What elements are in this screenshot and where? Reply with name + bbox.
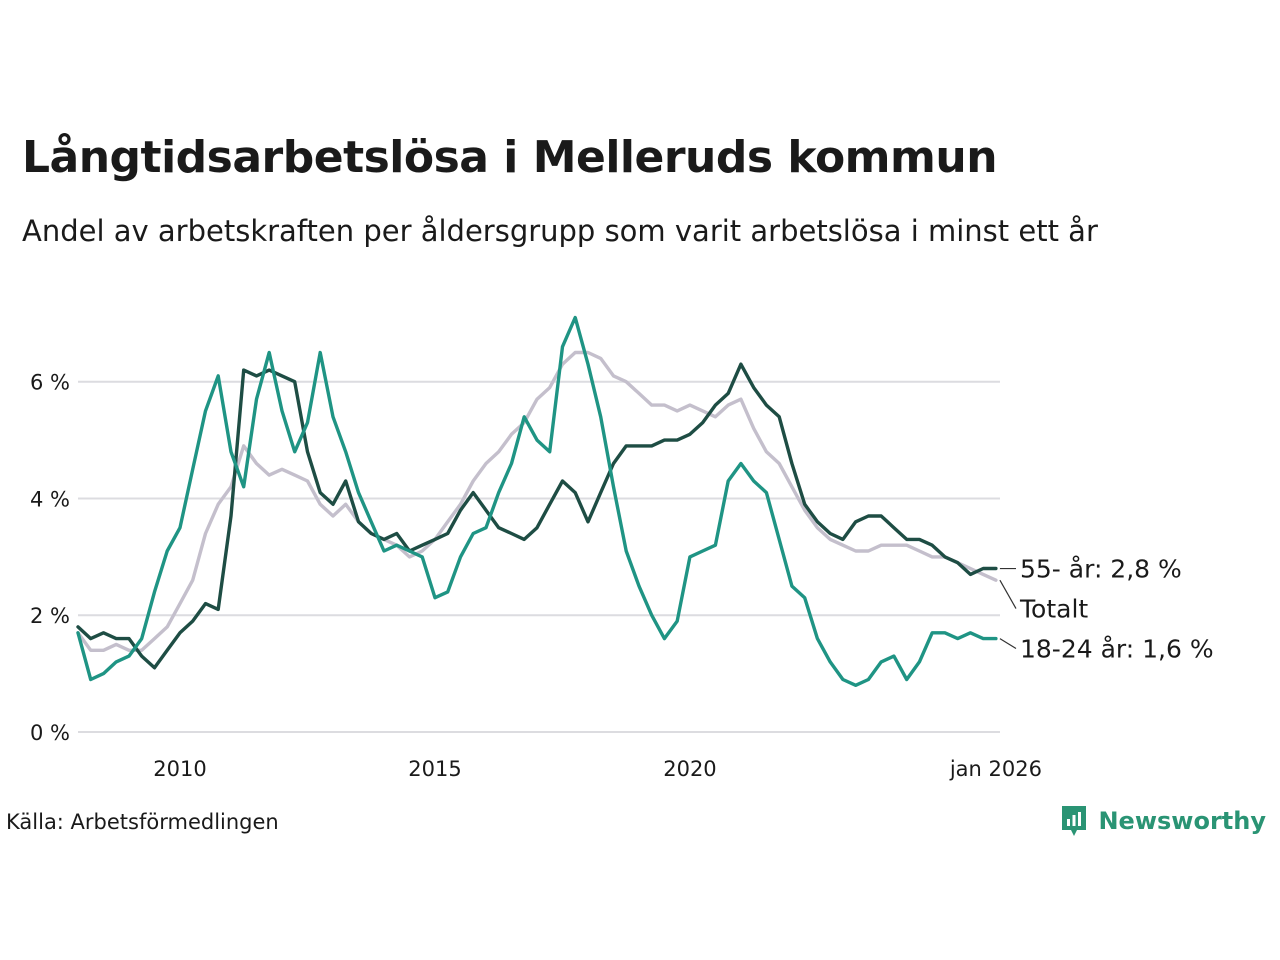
chart-title: Långtidsarbetslösa i Melleruds kommun bbox=[22, 132, 998, 183]
series-line-18-24-r bbox=[76, 315, 998, 687]
series-lines bbox=[76, 315, 998, 687]
y-tick-label: 6 % bbox=[30, 371, 70, 395]
label-leader-line bbox=[999, 638, 1017, 650]
newsworthy-logo-icon bbox=[1062, 806, 1087, 836]
series-line-55-r bbox=[76, 362, 998, 670]
x-tick-label: 2020 bbox=[663, 757, 716, 781]
gridlines bbox=[78, 380, 1000, 733]
brand-name: Newsworthy bbox=[1098, 807, 1266, 835]
x-axis-ticks: 2010 2015 2020 jan 2026 bbox=[153, 757, 1042, 781]
y-tick-label: 4 % bbox=[30, 487, 70, 511]
y-tick-label: 0 % bbox=[30, 721, 70, 745]
end-label-55-r: 55- år: 2,8 % bbox=[1020, 555, 1182, 584]
end-label-totalt: Totalt bbox=[1019, 595, 1088, 624]
series-end-labels: 55- år: 2,8 % Totalt 18-24 år: 1,6 % bbox=[999, 555, 1214, 664]
y-axis-ticks: 0 % 2 % 4 % 6 % bbox=[30, 371, 70, 745]
x-tick-label: jan 2026 bbox=[949, 757, 1042, 781]
x-tick-label: 2010 bbox=[153, 757, 206, 781]
label-leader-line bbox=[999, 579, 1017, 609]
series-line-totalt bbox=[76, 350, 998, 652]
end-label-18-24-r: 18-24 år: 1,6 % bbox=[1020, 635, 1214, 664]
x-tick-label: 2015 bbox=[408, 757, 461, 781]
newsworthy-logo: Newsworthy bbox=[1060, 804, 1266, 838]
source-note: Källa: Arbetsförmedlingen bbox=[6, 810, 279, 834]
y-tick-label: 2 % bbox=[30, 604, 70, 628]
chart-subtitle: Andel av arbetskraften per åldersgrupp s… bbox=[22, 214, 1098, 248]
